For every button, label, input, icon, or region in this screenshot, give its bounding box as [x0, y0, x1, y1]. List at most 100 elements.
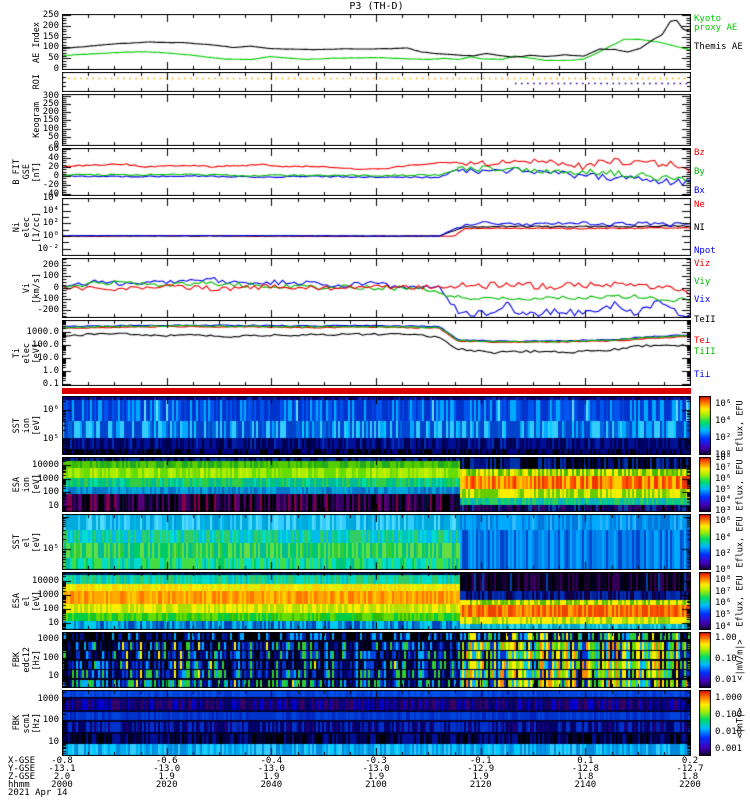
- panel-roi: [62, 72, 691, 92]
- colorbar-tick-label: 10⁰: [715, 450, 732, 460]
- ae-index-plot: [62, 14, 691, 70]
- colorbar: [699, 514, 711, 570]
- y-tick-label: 250: [42, 10, 59, 21]
- panel-ytitle: SST ion [eV]: [10, 396, 42, 455]
- x-tick-value: 2200: [679, 780, 701, 790]
- panel-b-fit: [62, 148, 691, 196]
- axis-row-label: X-GSE: [8, 756, 36, 766]
- x-tick-value: -12.8: [571, 764, 599, 774]
- panel-keogram: [62, 94, 691, 146]
- legend-label: Npot: [694, 245, 716, 256]
- panel-ytitle-line: ESA: [12, 476, 22, 493]
- y-tick-label: 20: [48, 161, 59, 172]
- b-fit-plot: [62, 148, 691, 196]
- colorbar: [699, 690, 711, 756]
- panel-ytitle-line: Ti: [12, 347, 22, 359]
- keogram-plot: [62, 94, 691, 146]
- y-tick-label: 200: [42, 107, 59, 118]
- x-tick-value: -0.4: [260, 756, 283, 766]
- y-tick-label: 10: [48, 500, 59, 511]
- panel-ytitle-line: [Hz]: [32, 712, 42, 734]
- x-tick-value: 2140: [574, 780, 597, 790]
- panel-ytitle-line: FBK: [12, 715, 22, 731]
- y-tick-label: 0.1: [42, 378, 59, 389]
- y-tick-label: 10⁻²: [37, 243, 59, 254]
- y-tick-label: 10.0: [37, 352, 59, 363]
- y-tick-label: 100.0: [31, 339, 59, 350]
- panel-ytitle-line: ion: [22, 476, 32, 493]
- legend-label: Bz: [694, 147, 705, 158]
- panel-ytitle: ESA ion [eV]: [10, 457, 42, 512]
- panel-ytitle-line: AE Index: [32, 21, 42, 63]
- y-tick-label: 50: [48, 131, 59, 142]
- x-tick-value: 2120: [469, 780, 492, 790]
- panel-ytitle-line: GSE: [22, 164, 32, 180]
- y-tick-label: 10⁶: [42, 404, 59, 415]
- colorbar-tick-label: 10⁶: [715, 398, 732, 409]
- panel-ytitle-line: Keogram: [32, 102, 42, 138]
- colorbar-tick-label: 0.10: [715, 653, 737, 664]
- panel-ytitle-line: ion: [22, 417, 32, 434]
- panel-fbk-b-spectrogram: [62, 690, 691, 756]
- y-tick-label: -100: [37, 293, 59, 304]
- y-tick-label: 100: [42, 604, 59, 615]
- panel-ytitle: ESA el [eV]: [10, 572, 42, 630]
- y-tick-label: 150: [42, 31, 59, 42]
- panel-ytitle: FBK edc12 [Hz]: [10, 632, 42, 688]
- colorbar-tick-label: 0.01: [715, 674, 737, 685]
- colorbar-tick-label: 10⁵: [715, 484, 732, 495]
- panel-ytitle: ROI: [10, 72, 42, 92]
- y-tick-label: 0: [53, 64, 59, 74]
- panel-fbk-e-spectrogram: [62, 632, 691, 688]
- density-plot: [62, 198, 691, 256]
- legend-label: NI: [694, 223, 705, 234]
- y-tick-label: 1000: [37, 473, 59, 484]
- y-tick-label: 0: [53, 282, 59, 293]
- panel-ytitle-line: SST: [12, 534, 22, 550]
- legend-label: Ti⊥: [694, 370, 711, 381]
- legend-label: Ne: [694, 200, 705, 211]
- velocity-plot: [62, 258, 691, 318]
- fbk-b-spectrogram: [62, 690, 691, 756]
- legend-label: TeII: [694, 315, 716, 326]
- panel-ytitle-line: [eV]: [32, 342, 42, 364]
- panel-ytitle-line: ESA: [12, 593, 22, 609]
- y-tick-label: 1000.0: [26, 326, 59, 337]
- colorbar-tick-label: 10²: [715, 548, 732, 559]
- y-tick-label: 60: [48, 143, 59, 154]
- x-tick-value: 1.9: [472, 772, 489, 782]
- colorbar-tick-label: 10⁴: [715, 495, 732, 506]
- panel-ytitle-line: elec: [22, 216, 32, 238]
- panel-ae-index: [62, 14, 691, 70]
- panel-ytitle: FBK scm1 [Hz]: [10, 690, 42, 756]
- sst-ion-spectrogram: [62, 396, 691, 455]
- y-tick-label: 300: [42, 90, 59, 101]
- panel-ytitle-line: SST: [12, 417, 22, 434]
- colorbar-tick-label: 10⁶: [715, 598, 732, 609]
- y-tick-label: -20: [42, 180, 59, 191]
- colorbar-tick-label: 1.00: [715, 633, 737, 644]
- colorbar-tick-label: 10⁴: [715, 532, 732, 543]
- y-tick-label: 10: [48, 736, 59, 747]
- colorbar-unit-label: <|nT|>: [735, 707, 746, 739]
- colorbar-tick-label: 1.000: [715, 693, 743, 704]
- x-tick-value: -13.1: [48, 764, 76, 774]
- fbk-e-spectrogram: [62, 632, 691, 688]
- y-tick-label: 10⁵: [42, 433, 59, 444]
- x-tick-value: 0.1: [577, 756, 594, 766]
- legend-label: Themis AE: [694, 42, 743, 53]
- colorbar-tick-label: 10⁵: [715, 609, 732, 620]
- y-tick-label: 10000: [31, 575, 59, 586]
- colorbar-tick-label: 10⁰: [715, 565, 732, 575]
- x-tick-value: 2.0: [53, 772, 71, 782]
- x-tick-value: 2020: [155, 780, 178, 790]
- colorbar-tick-label: 10⁸: [715, 575, 732, 586]
- legend-label: Vix: [694, 295, 711, 306]
- sst-electron-spectrogram: [62, 514, 691, 570]
- x-tick-value: -0.6: [155, 756, 178, 766]
- y-tick-label: 10⁴: [42, 205, 59, 216]
- y-tick-label: -200: [37, 305, 59, 316]
- panel-ytitle-line: el: [22, 536, 32, 548]
- y-tick-label: 250: [42, 98, 59, 109]
- colorbar-unit-label: Eflux, EFU: [735, 516, 746, 568]
